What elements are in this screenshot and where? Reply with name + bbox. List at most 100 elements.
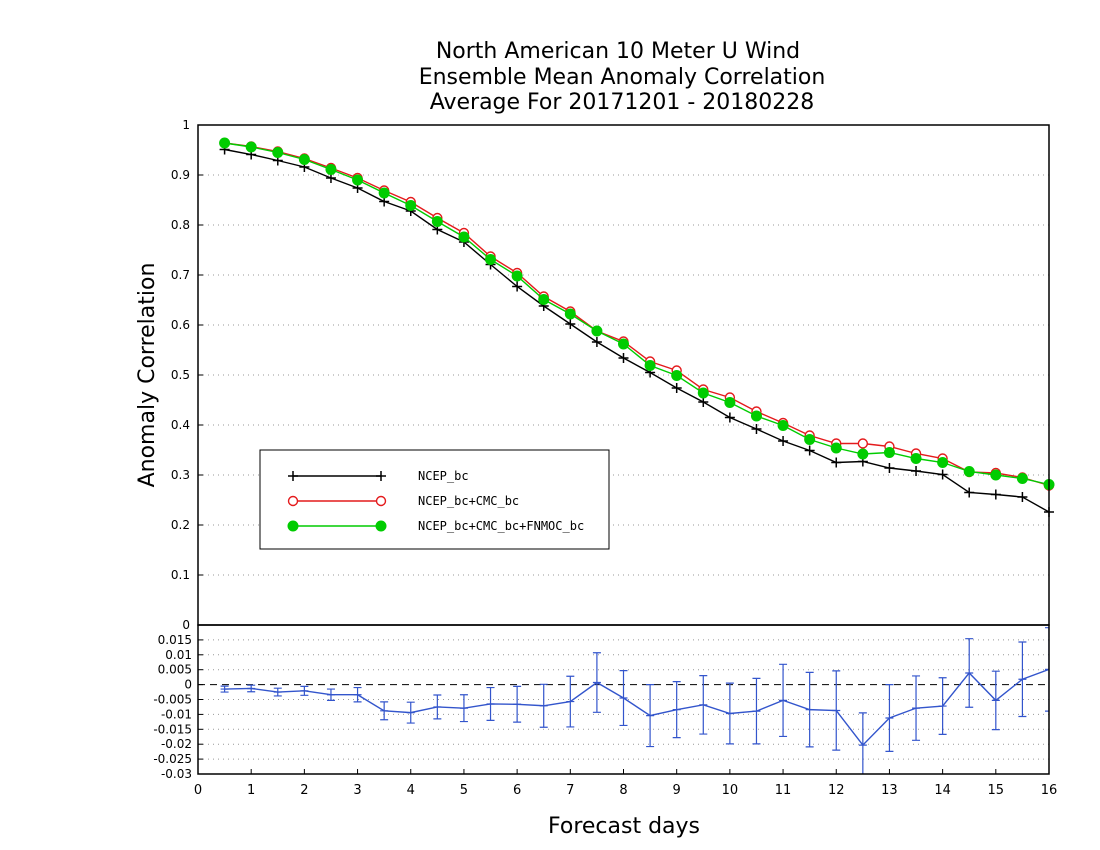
data-point-ncep-bc-cmc-bc-fnmoc-bc: [591, 325, 603, 337]
data-point-ncep-bc-cmc-bc-fnmoc-bc: [458, 231, 470, 243]
x-tick-label: 11: [775, 783, 792, 798]
data-point-ncep-bc-cmc-bc-fnmoc-bc: [697, 387, 709, 399]
data-point-ncep-bc-cmc-bc-fnmoc-bc: [405, 200, 417, 211]
title-line-3: Average For 20171201 - 20180228: [430, 90, 815, 115]
data-point-ncep-bc-cmc-bc-fnmoc-bc: [937, 457, 949, 468]
x-tick-label: 16: [1041, 783, 1058, 798]
x-tick-label: 3: [353, 783, 361, 798]
legend-label-ncep-bc: NCEP_bc: [418, 469, 469, 483]
title-line-1: North American 10 Meter U Wind: [436, 39, 800, 64]
error-bar: [672, 681, 681, 739]
error-bar: [380, 701, 389, 721]
data-point-ncep-bc: [964, 487, 975, 498]
main-y-tick-label: 0.3: [171, 468, 190, 482]
series-ncep-bc-cmc-bc: [219, 137, 1055, 491]
main-y-ticks: 0 0.1 0.2 0.3 0.4 0.5 0.6 0.7 0.8 0.9 1: [171, 118, 203, 632]
data-point-ncep-bc: [778, 436, 789, 446]
error-bar: [779, 663, 788, 738]
data-point-ncep-bc-cmc-bc-fnmoc-bc: [511, 270, 523, 282]
legend-label-ncep-bc-cmc-bc: NCEP_bc+CMC_bc: [418, 494, 519, 508]
main-y-tick-label: 0.8: [171, 218, 190, 232]
title-line-2: Ensemble Mean Anomaly Correlation: [419, 65, 826, 90]
error-bar: [885, 684, 894, 752]
main-y-tick-label: 1: [182, 118, 190, 132]
data-point-ncep-bc: [804, 445, 815, 456]
data-point-ncep-bc-cmc-bc-fnmoc-bc: [431, 216, 443, 227]
error-bar: [912, 675, 921, 741]
error-bar: [353, 686, 362, 703]
error-bar: [592, 652, 601, 713]
data-point-ncep-bc-cmc-bc-fnmoc-bc: [883, 447, 895, 458]
data-point-ncep-bc: [1017, 492, 1028, 502]
y-axis-label: Anomaly Correlation: [135, 263, 160, 488]
difference-y-tick-label: -0.03: [161, 767, 192, 781]
difference-y-tick-label: 0.015: [158, 633, 192, 647]
legend-marker-ncep-bc-cmc-bc: [375, 495, 387, 507]
error-bar: [646, 684, 655, 748]
data-point-ncep-bc-cmc-bc-fnmoc-bc: [644, 360, 656, 371]
main-y-tick-label: 0.5: [171, 368, 190, 382]
error-bar: [459, 694, 468, 723]
data-point-ncep-bc: [698, 397, 709, 407]
difference-series-group: [220, 627, 1049, 774]
x-tick-label: 2: [300, 783, 308, 798]
difference-panel: -0.03-0.025-0.02-0.015-0.01-0.00500.0050…: [153, 624, 1050, 781]
error-bar: [433, 694, 442, 720]
series-ncep-bc-cmc-bc-fnmoc-bc: [219, 137, 1055, 490]
error-bar: [699, 675, 708, 735]
difference-y-tick-label: -0.02: [161, 737, 192, 751]
error-bar: [725, 682, 734, 745]
x-tick-label: 15: [988, 783, 1005, 798]
x-tick-label: 13: [881, 783, 898, 798]
data-point-ncep-bc-cmc-bc-fnmoc-bc: [352, 174, 364, 186]
difference-y-tick-label: -0.025: [153, 752, 192, 766]
data-point-ncep-bc-cmc-bc-fnmoc-bc: [804, 434, 816, 445]
legend-marker-ncep-bc-cmc-bc: [287, 495, 299, 507]
error-bar: [326, 688, 335, 701]
legend-marker-ncep-bc: [288, 471, 298, 481]
difference-y-tick-label: -0.01: [161, 707, 192, 721]
main-y-tick-label: 0.9: [171, 168, 190, 182]
data-point-ncep-bc-cmc-bc-fnmoc-bc: [618, 338, 629, 350]
data-point-ncep-bc-cmc-bc-fnmoc-bc: [325, 164, 337, 175]
chart-title: North American 10 Meter U Wind Ensemble …: [419, 39, 826, 115]
data-point-ncep-bc-cmc-bc-fnmoc-bc: [963, 466, 975, 477]
error-bar: [938, 677, 947, 735]
data-point-ncep-bc-cmc-bc-fnmoc-bc: [671, 370, 683, 381]
x-tick-label: 9: [673, 783, 681, 798]
data-point-ncep-bc: [671, 383, 682, 393]
data-point-ncep-bc: [565, 319, 576, 329]
data-point-ncep-bc-cmc-bc-fnmoc-bc: [378, 187, 390, 199]
error-bar: [539, 683, 548, 728]
main-y-tick-label: 0.4: [171, 418, 190, 432]
data-point-ncep-bc-cmc-bc-fnmoc-bc: [485, 254, 497, 265]
error-bar: [247, 684, 256, 693]
difference-y-tick-label: -0.015: [153, 722, 192, 736]
error-bar: [991, 670, 1000, 731]
error-bar: [300, 685, 309, 696]
main-y-tick-label: 0.1: [171, 568, 190, 582]
data-point-ncep-bc: [937, 469, 948, 480]
main-y-tick-label: 0.7: [171, 268, 190, 282]
difference-series: [220, 627, 1049, 774]
main-gridlines: [198, 174, 1049, 576]
difference-y-tick-label: 0.01: [165, 648, 192, 662]
error-bar: [619, 669, 628, 727]
data-point-ncep-bc-cmc-bc-fnmoc-bc: [750, 410, 762, 422]
data-point-ncep-bc-cmc-bc-fnmoc-bc: [830, 442, 842, 454]
data-point-ncep-bc: [831, 457, 842, 468]
error-bar: [566, 675, 575, 728]
error-bar: [832, 670, 841, 751]
data-point-ncep-bc: [911, 466, 922, 476]
legend-box: [259, 449, 610, 550]
error-bar: [805, 671, 814, 748]
x-axis-label: Forecast days: [548, 814, 700, 839]
data-point-ncep-bc-cmc-bc-fnmoc-bc: [298, 154, 310, 165]
legend-marker-ncep-bc: [376, 471, 386, 481]
data-point-ncep-bc: [751, 424, 762, 434]
main-y-tick-label: 0.2: [171, 518, 190, 532]
error-bar: [752, 677, 761, 745]
data-point-ncep-bc: [512, 281, 523, 292]
data-point-ncep-bc: [591, 337, 602, 347]
